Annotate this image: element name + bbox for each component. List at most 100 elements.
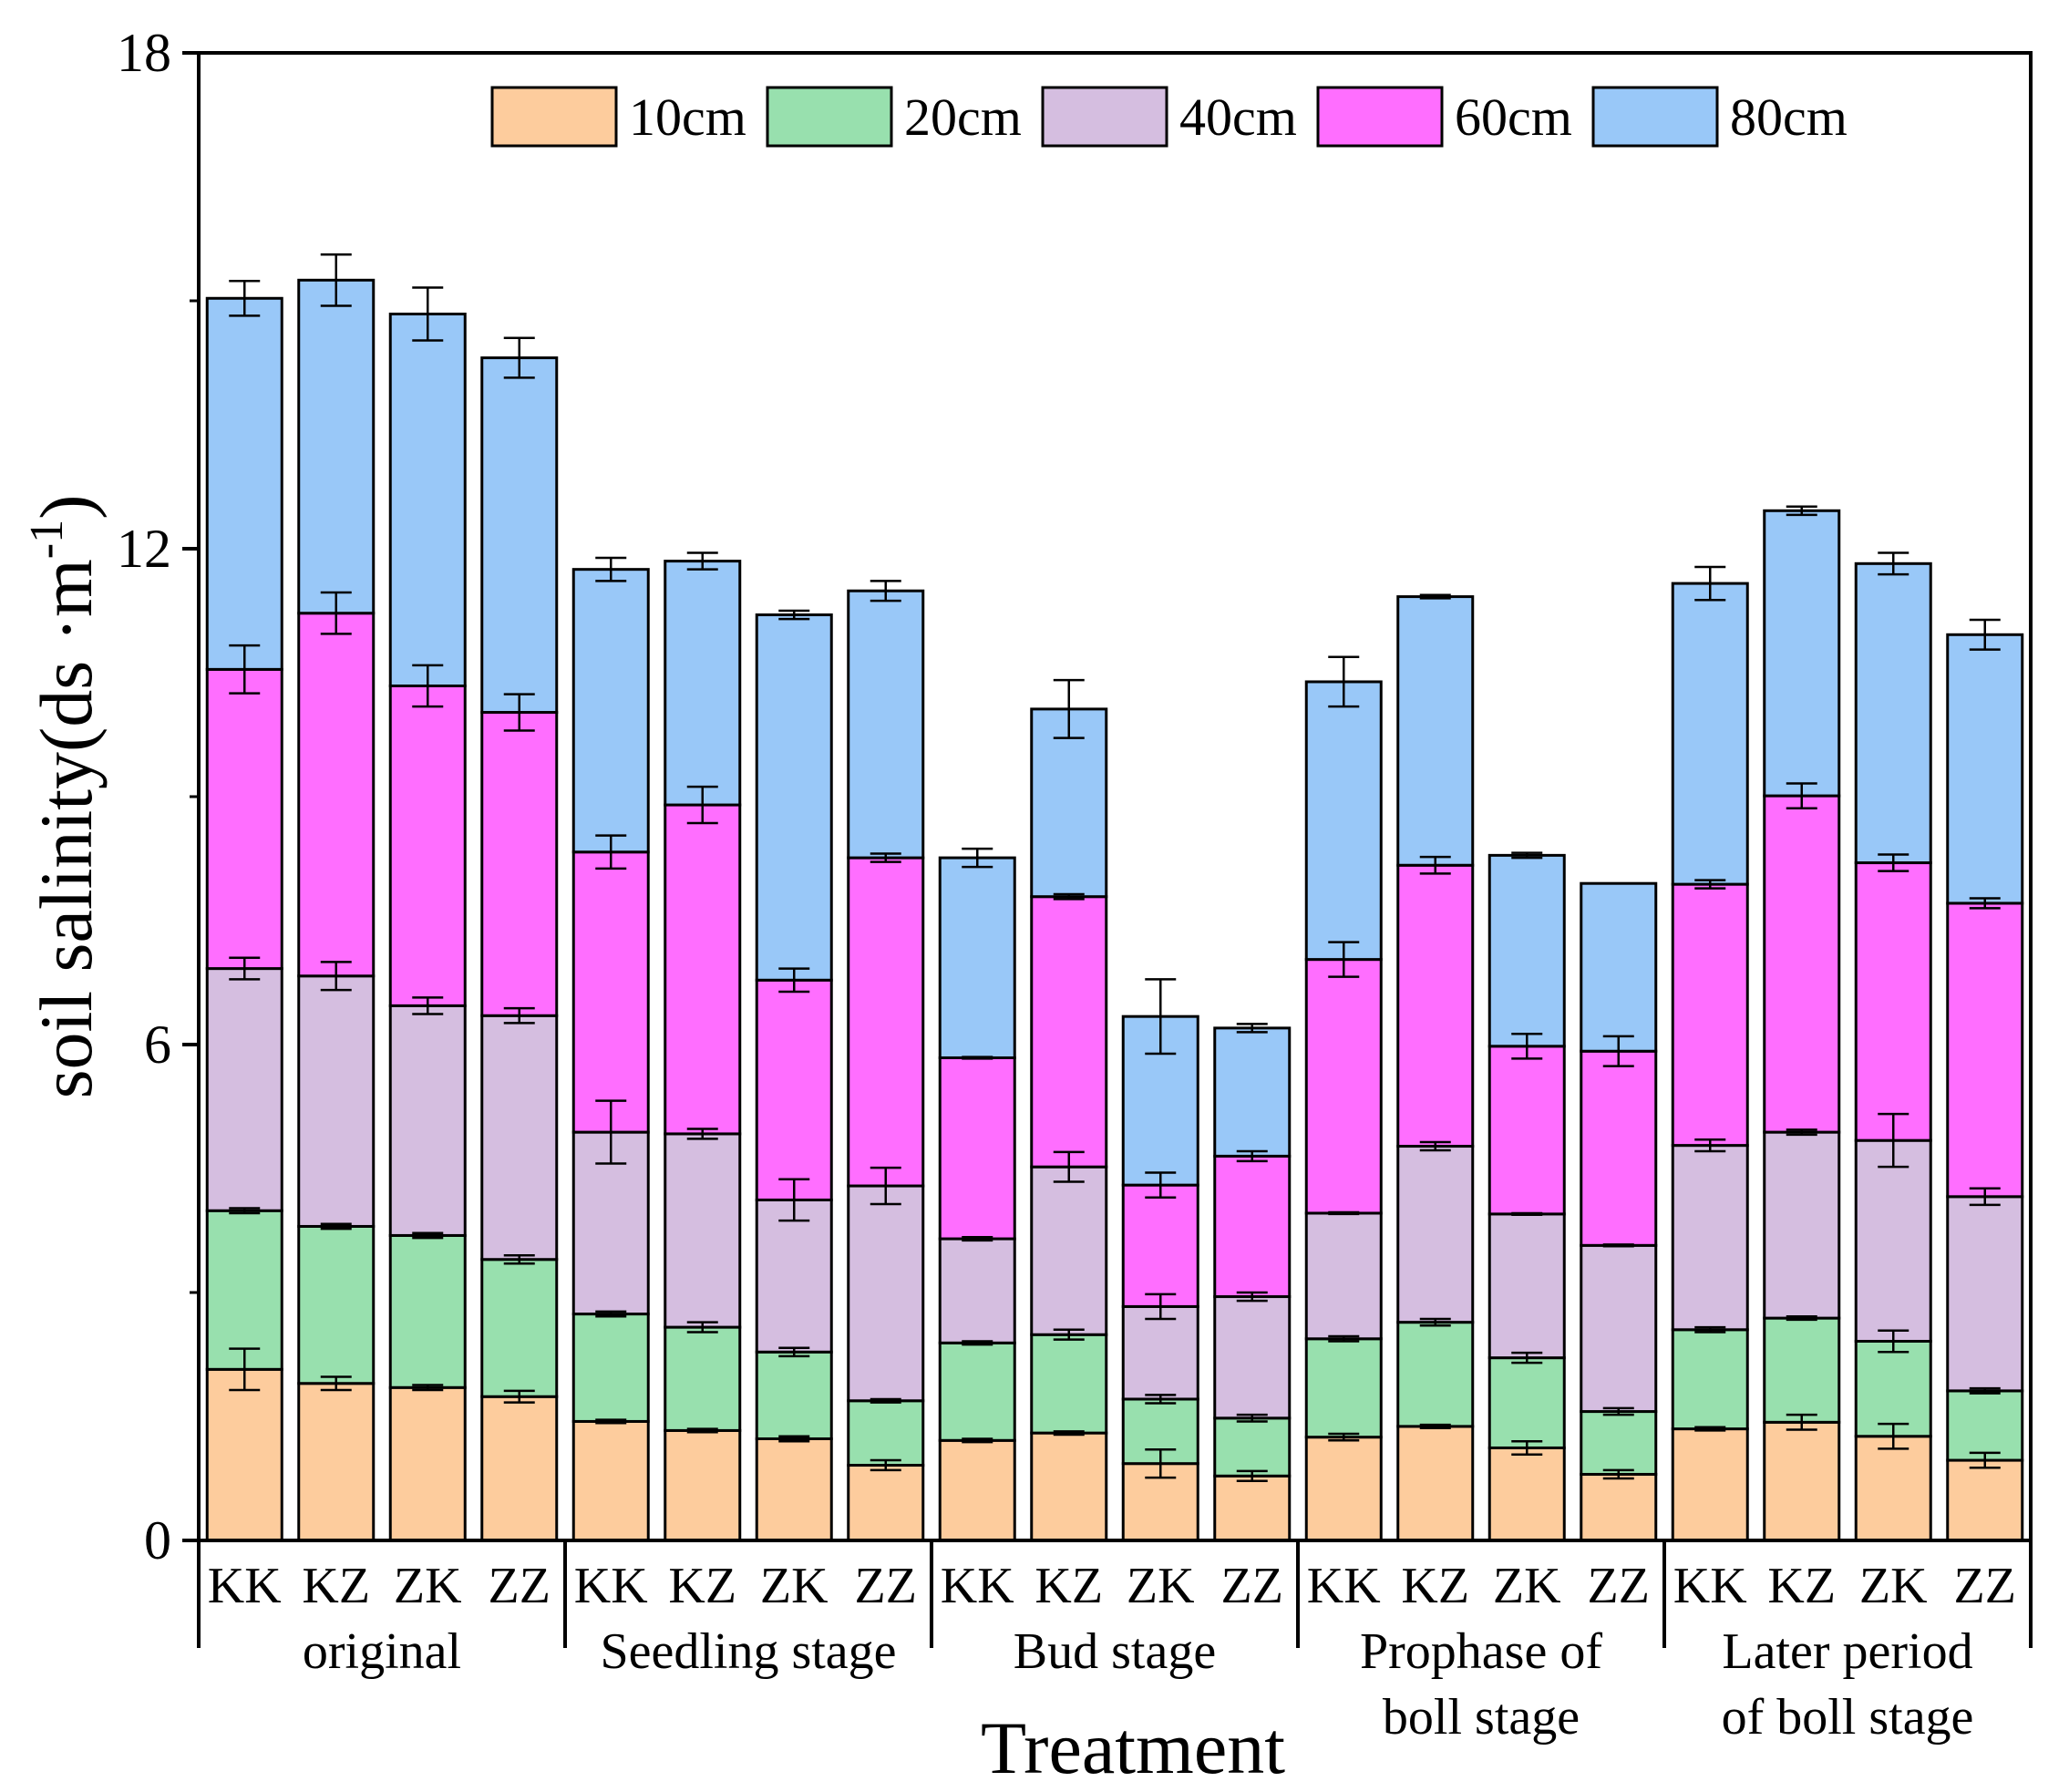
bar-segment-20cm-3-zz (1213, 1416, 1292, 1478)
bar-segment-10cm-4-zk (1487, 1446, 1566, 1542)
error-bar-80cm-3-kk (962, 847, 993, 869)
bar-segment-60cm-3-zz (1213, 1154, 1292, 1299)
error-bar-80cm-3-kz (1053, 678, 1085, 739)
x-axis-title: Treatment (981, 1706, 1285, 1789)
y-axis-title-superscript: -1 (21, 520, 73, 559)
x-tick-label: ZZ (1954, 1558, 2016, 1614)
y-tick-label: 18 (117, 23, 171, 83)
bar-segment-20cm-5-kz (1763, 1316, 1841, 1424)
legend-label-40cm: 40cm (1179, 88, 1297, 147)
error-bar-40cm-5-kk (1694, 1138, 1726, 1153)
error-bar-80cm-3-zk (1145, 978, 1177, 1056)
group-label: Prophase of (1360, 1623, 1602, 1680)
bar-segment-10cm-1-zk (388, 1385, 467, 1542)
bar-segment-40cm-5-kk (1671, 1144, 1749, 1332)
bar-segment-20cm-2-kz (664, 1325, 742, 1432)
error-bar-20cm-4-zz (1602, 1406, 1634, 1416)
error-bar-20cm-2-kz (686, 1321, 718, 1334)
bar-segment-20cm-4-zk (1487, 1356, 1566, 1449)
error-bar-10cm-2-kz (686, 1427, 718, 1434)
x-tick-label: KZ (1034, 1558, 1103, 1614)
bar-segment-60cm-4-kk (1304, 958, 1383, 1215)
bar-segment-20cm-3-kk (938, 1341, 1016, 1442)
bar-segment-60cm-3-kz (1030, 895, 1108, 1169)
x-tick-label: KK (208, 1558, 282, 1614)
error-bar-10cm-1-zk (412, 1384, 444, 1392)
error-bar-10cm-4-kz (1419, 1423, 1451, 1429)
x-tick-label: ZZ (1588, 1558, 1650, 1614)
bar-segment-40cm-1-kk (205, 967, 283, 1212)
y-tick-label: 6 (144, 1014, 171, 1075)
x-tick-label: ZK (1127, 1558, 1195, 1614)
bar-segment-60cm-4-zz (1580, 1049, 1658, 1247)
bar-segment-10cm-1-kz (297, 1382, 376, 1542)
error-bar-10cm-4-kk (1328, 1432, 1360, 1442)
error-bar-10cm-3-kz (1053, 1430, 1085, 1437)
bar-segment-80cm-5-zk (1854, 561, 1932, 865)
error-bar-20cm-1-zz (503, 1253, 535, 1265)
bar-segment-60cm-4-kz (1396, 863, 1475, 1148)
bar-segment-40cm-2-zk (755, 1198, 833, 1354)
error-bar-40cm-4-zz (1602, 1243, 1634, 1248)
bar-segment-80cm-4-zz (1580, 881, 1658, 1053)
error-bar-40cm-2-zk (778, 1178, 810, 1222)
error-bar-80cm-3-zz (1236, 1023, 1268, 1034)
error-bar-10cm-2-zk (778, 1435, 810, 1443)
bar-segment-40cm-3-kk (938, 1237, 1016, 1344)
bar-segment-20cm-1-kz (297, 1224, 376, 1385)
bar-segment-20cm-5-zz (1946, 1389, 2024, 1462)
legend: 10cm 20cm 40cm 60cm 80cm (490, 86, 1848, 148)
bar-segment-10cm-4-zz (1580, 1472, 1658, 1542)
error-bar-10cm-1-kz (320, 1375, 352, 1392)
group-label: Seedling stage (600, 1623, 896, 1680)
legend-label-10cm: 10cm (629, 88, 746, 147)
x-tick-label: ZK (394, 1558, 462, 1614)
x-tick-label: ZZ (489, 1558, 551, 1614)
bar-segment-60cm-3-kk (938, 1056, 1016, 1241)
error-bar-10cm-2-kk (595, 1418, 627, 1425)
error-bar-40cm-4-kk (1328, 1210, 1360, 1216)
bar-segment-10cm-4-kk (1304, 1436, 1383, 1542)
bar-segment-60cm-1-kz (297, 612, 376, 978)
bar-segment-60cm-5-kz (1763, 794, 1841, 1134)
bar-segment-20cm-2-kk (571, 1313, 650, 1423)
error-bar-40cm-1-kk (229, 956, 261, 981)
error-bar-80cm-5-zz (1969, 618, 2001, 651)
error-bar-80cm-5-kz (1786, 505, 1817, 517)
error-bar-80cm-4-zk (1511, 851, 1543, 860)
legend-swatch-40cm (1041, 86, 1168, 148)
bar-segment-80cm-2-zz (847, 589, 925, 860)
bar-segment-80cm-5-kk (1671, 582, 1749, 886)
error-bar-10cm-3-zz (1236, 1469, 1268, 1482)
bar-segment-40cm-2-zz (847, 1184, 925, 1403)
error-bar-10cm-5-kz (1786, 1413, 1817, 1431)
bar-segment-20cm-4-zz (1580, 1410, 1658, 1476)
error-bar-20cm-5-zk (1878, 1329, 1909, 1354)
bar-segment-80cm-4-kz (1396, 595, 1475, 867)
error-bar-10cm-1-kk (229, 1347, 261, 1392)
bar-segment-40cm-3-zz (1213, 1295, 1292, 1420)
bar-segment-80cm-2-kz (664, 560, 742, 807)
bar-segment-10cm-5-kk (1671, 1427, 1749, 1542)
bar-segment-80cm-5-kz (1763, 509, 1841, 798)
bar-segment-40cm-5-zk (1854, 1138, 1932, 1343)
bar-segment-40cm-1-zz (480, 1014, 559, 1262)
bar-segment-40cm-5-zz (1946, 1195, 2024, 1393)
bar-segment-60cm-5-kk (1671, 882, 1749, 1148)
error-bar-20cm-1-kk (229, 1207, 261, 1215)
x-tick-label: ZZ (855, 1558, 917, 1614)
bar-segment-10cm-3-kz (1030, 1431, 1108, 1542)
x-tick-label: KZ (668, 1558, 736, 1614)
bar-segment-80cm-1-zz (480, 356, 559, 715)
y-tick-label: 0 (144, 1510, 171, 1571)
bar-segment-40cm-4-zk (1487, 1212, 1566, 1360)
legend-label-60cm: 60cm (1455, 88, 1572, 147)
error-bar-60cm-2-kk (595, 834, 627, 870)
error-bar-20cm-5-zz (1969, 1386, 2001, 1395)
bar-segment-40cm-2-kz (664, 1132, 742, 1329)
error-bar-60cm-4-zz (1602, 1035, 1634, 1067)
bar-segment-60cm-5-zk (1854, 861, 1932, 1142)
bar-segment-10cm-5-zk (1854, 1435, 1932, 1542)
error-bar-10cm-2-zz (870, 1458, 901, 1472)
error-bar-40cm-5-zk (1878, 1112, 1909, 1169)
